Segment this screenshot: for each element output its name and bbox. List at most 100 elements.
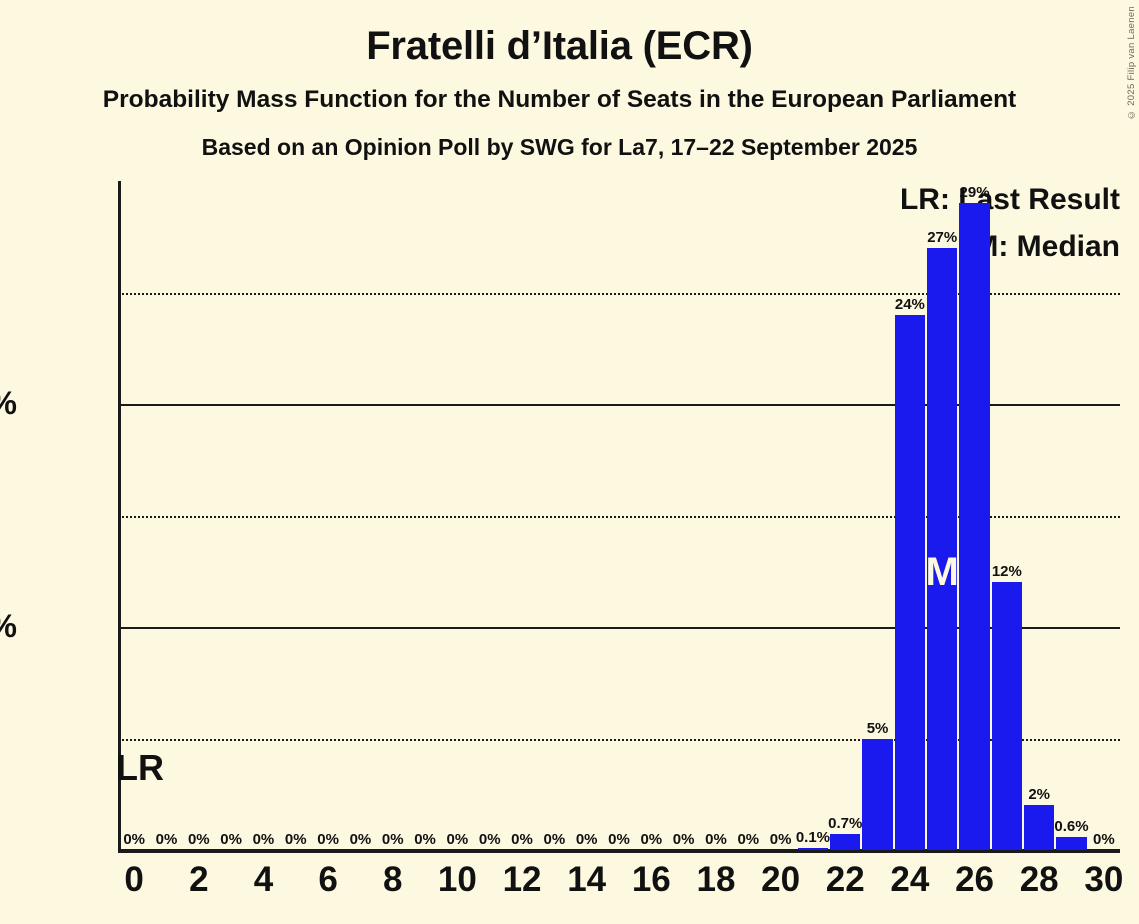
bar-slot[interactable]: 0% (1088, 181, 1120, 850)
bar-slot[interactable]: 0% (377, 181, 409, 850)
bar-value-label: 0% (478, 831, 501, 848)
bar-slot[interactable]: 0% (409, 181, 441, 850)
x-tick-label: 14 (567, 860, 607, 899)
bar-value-label: 2% (1028, 786, 1051, 804)
bar-value-label: 0% (769, 831, 792, 848)
bar-value-label: 0% (672, 831, 695, 848)
gridline-major (118, 404, 1120, 406)
gridline-minor (118, 515, 1120, 518)
bar-value-label: 0% (737, 831, 760, 848)
bar-value-label: 0% (381, 831, 404, 848)
bar-slot[interactable]: 0% (732, 181, 764, 850)
bar-slot[interactable]: 0% (150, 181, 182, 850)
x-tick-label: 2 (189, 860, 209, 899)
bar-value-label: 0% (414, 831, 436, 848)
bar-value-label: 24% (894, 295, 925, 313)
x-tick-label: 22 (825, 860, 865, 899)
bar-slot[interactable]: 0.1% (795, 181, 831, 850)
bar-value-label: 0% (511, 831, 533, 848)
x-tick-label: 12 (502, 860, 542, 899)
bar[interactable] (830, 834, 861, 850)
bar[interactable] (991, 582, 1023, 850)
median-marker: M (925, 550, 959, 594)
bar-value-label: 0% (640, 831, 663, 848)
bar-slot[interactable]: 29% (958, 181, 990, 850)
bar-value-label: 0.7% (828, 815, 863, 833)
bar-value-label: 0% (252, 831, 275, 848)
bar-value-label: 0.1% (795, 828, 831, 846)
x-tick-label: 8 (383, 860, 403, 899)
bar[interactable] (1024, 805, 1055, 850)
bar[interactable] (927, 247, 958, 850)
bar-slot[interactable]: 0% (667, 181, 699, 850)
bar-slot[interactable]: 5% (861, 181, 893, 850)
gridline-minor (118, 292, 1120, 295)
bar-value-label: 0% (543, 831, 566, 848)
y-tick-label: 10% (0, 610, 17, 642)
gridline-major (118, 627, 1120, 629)
x-tick-label: 20 (761, 860, 801, 899)
bar-value-label: 0% (349, 831, 372, 848)
title-block: Fratelli d’Italia (ECR) Probability Mass… (0, 0, 1119, 159)
bar-value-label: 0% (187, 831, 210, 848)
bar-slot[interactable]: 0% (538, 181, 570, 850)
last-result-marker: LR (116, 747, 164, 788)
bar-slot[interactable]: 0% (764, 181, 796, 850)
copyright-notice: © 2025 Filip van Laenen (1126, 6, 1137, 121)
bar-value-label: 0% (284, 831, 307, 848)
bar-slot[interactable]: 0% (215, 181, 247, 850)
bar-value-label: 29% (959, 184, 990, 202)
bar-value-label: 27% (927, 228, 958, 246)
chart-subtitle: Probability Mass Function for the Number… (102, 86, 1017, 113)
bar[interactable] (797, 847, 829, 850)
bar-slot[interactable]: 0% (344, 181, 376, 850)
gridline-minor (118, 738, 1120, 741)
bar-slot[interactable]: 0% (700, 181, 732, 850)
legend-last-result: LR: Last Result (899, 183, 1120, 216)
bar-slot[interactable]: 0% (506, 181, 538, 850)
bar[interactable] (894, 314, 926, 850)
bar-slot[interactable]: 0% (183, 181, 215, 850)
bar-value-label: 0% (608, 831, 630, 848)
bar-slot[interactable]: 0% (441, 181, 473, 850)
x-axis-line (118, 849, 1120, 853)
x-tick-label: 10 (437, 860, 477, 899)
bar-value-label: 5% (866, 719, 889, 737)
x-tick-label: 28 (1019, 860, 1059, 899)
x-tick-label: 26 (955, 860, 995, 899)
legend-median: M: Median (973, 230, 1120, 263)
bar-slot[interactable]: 12% (991, 181, 1023, 850)
bar-slot[interactable]: 0.7% (828, 181, 863, 850)
bar-slot[interactable]: 27% M (925, 181, 959, 850)
bar-value-label: 12% (991, 563, 1022, 581)
bar-slot[interactable]: 0% (247, 181, 279, 850)
bar-slot[interactable]: 2% (1023, 181, 1055, 850)
bar-value-label: 0% (317, 831, 339, 848)
plot-area: 0% 0% 0% 0% 0% 0% 0% 0% 0% 0% 0% 0% 0% 0% 0% 0% 0% 0% 0% 0%… (116, 181, 1120, 853)
bar-value-label: 0% (446, 831, 469, 848)
bar-slot[interactable]: 24% (894, 181, 926, 850)
bar[interactable] (959, 203, 990, 850)
x-tick-label: 4 (253, 860, 274, 899)
chart-source-line: Based on an Opinion Poll by SWG for La7,… (201, 133, 918, 160)
x-tick-label: 6 (318, 860, 338, 899)
bar-slot[interactable]: 0% (280, 181, 312, 850)
bar-value-label: 0% (220, 831, 242, 848)
bar-slot[interactable]: 0% (118, 181, 150, 850)
bar-value-label: 0% (705, 831, 727, 848)
bar-slot[interactable]: 0% (312, 181, 344, 850)
x-tick-label: 16 (631, 860, 671, 899)
bar-slot[interactable]: 0% (635, 181, 667, 850)
x-tick-label: 0 (124, 860, 144, 899)
page-title: Fratelli d’Italia (ECR) (366, 24, 753, 68)
bar[interactable] (862, 738, 893, 850)
bar[interactable] (1056, 836, 1087, 850)
bar-slot[interactable]: 0% (603, 181, 635, 850)
y-tick-label: 20% (0, 387, 17, 419)
bar-slot[interactable]: 0% (474, 181, 506, 850)
bar-slot[interactable]: 0.6% (1054, 181, 1089, 850)
bar-value-label: 0% (155, 831, 178, 848)
bar-slot[interactable]: 0% (571, 181, 603, 850)
bar-value-label: 0% (1092, 831, 1115, 848)
